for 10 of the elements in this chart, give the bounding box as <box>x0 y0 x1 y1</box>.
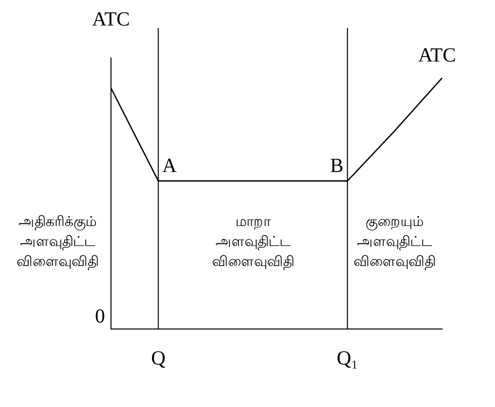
text: அதிகரிக்கும் அளவுதிட்ட விளைவுவிதி <box>16 214 98 270</box>
x-tick-label: Q₁ <box>336 347 358 370</box>
y-axis-title: ATC <box>92 8 130 30</box>
annotation: குறையும் அளவுதிட்ட விளைவுவிதி <box>354 214 436 270</box>
text: 0 <box>95 305 105 328</box>
annotation: A <box>162 155 178 178</box>
series-label: ATC <box>418 44 456 66</box>
annotation: B <box>330 155 344 178</box>
x-tick-label: Q <box>151 347 166 370</box>
annotation: மாறா அளவுதிட்ட விளைவுவிதி <box>212 214 294 270</box>
